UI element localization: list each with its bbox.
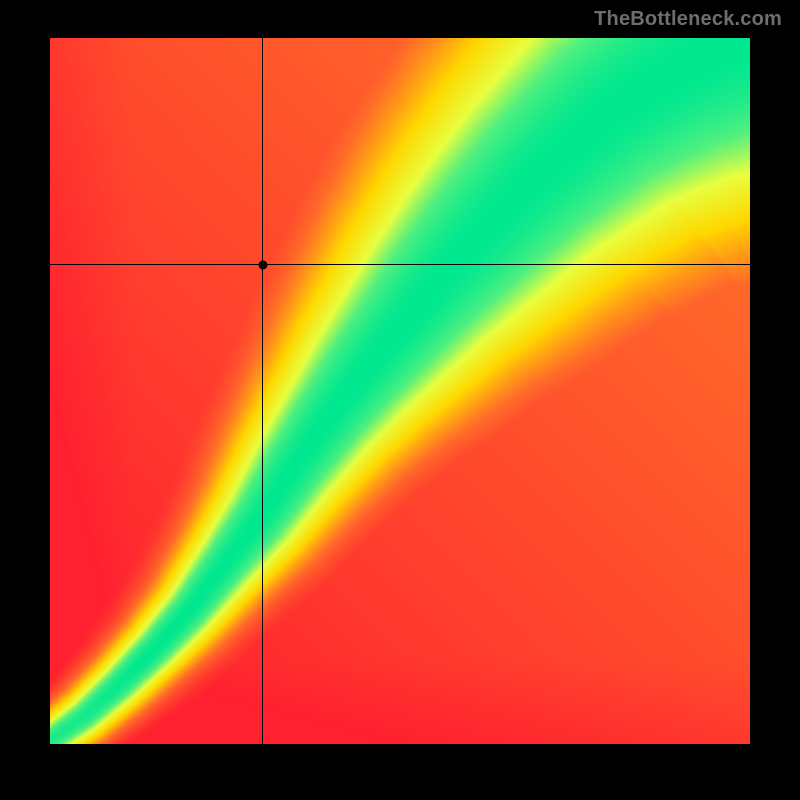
chart-container: TheBottleneck.com [0,0,800,800]
watermark-text: TheBottleneck.com [594,8,782,31]
crosshair-vertical [262,38,263,744]
heatmap-plot [50,38,750,744]
marker-point [258,260,267,269]
crosshair-horizontal [50,264,750,265]
heatmap-canvas [50,38,750,744]
